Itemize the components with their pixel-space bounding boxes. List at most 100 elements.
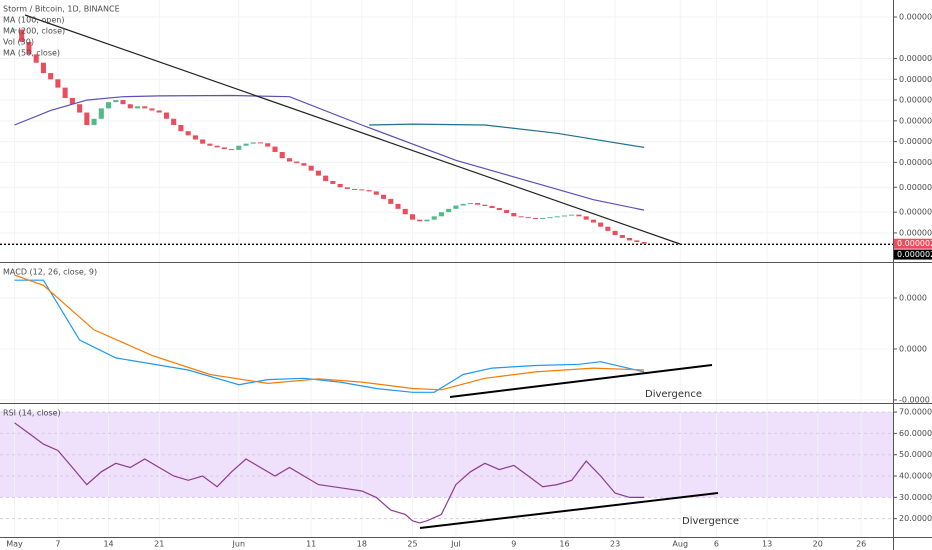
candle (409, 214, 416, 220)
candle (634, 240, 640, 243)
y-tick-label: 0.0000 (899, 344, 927, 353)
legend-entry: Vol (30) (3, 38, 34, 47)
price-marker-label: 0.00000204 (897, 239, 932, 248)
y-tick-label: 0.00000500 (899, 116, 932, 125)
candle (98, 108, 104, 119)
x-tick-label: 23 (610, 540, 620, 549)
candle (127, 104, 133, 109)
series-line (14, 422, 645, 524)
price-marker (894, 249, 932, 260)
candle (178, 124, 184, 132)
candle (11, 29, 18, 31)
candle (113, 100, 119, 103)
y-tick-label: 0.00000550 (899, 96, 932, 105)
candle (590, 219, 596, 223)
y-tick-label: 0.00000600 (899, 75, 932, 84)
candle (134, 106, 141, 109)
candle (330, 181, 336, 184)
candle (373, 191, 379, 195)
price-marker-label: 0.00000202 (897, 250, 932, 259)
candle (482, 204, 488, 206)
candle (417, 219, 423, 222)
series-line (14, 279, 645, 393)
x-tick-label: Jun (232, 540, 246, 549)
y-tick-label: 0.00000750 (899, 13, 932, 22)
candle (250, 142, 256, 144)
candle (475, 203, 481, 205)
candle (91, 118, 97, 125)
candle (163, 112, 169, 119)
candle (424, 219, 430, 222)
y-tick-label: 0.00000340 (899, 183, 932, 192)
candle (446, 208, 452, 213)
candle (265, 143, 271, 147)
y-tick-label: 40.0000 (899, 472, 932, 481)
candle (612, 230, 618, 236)
pane-title: MACD (12, 26, close, 9) (3, 268, 97, 277)
divergence-line (449, 364, 713, 398)
candle (598, 222, 604, 227)
y-tick-label: 0.00000230 (899, 228, 932, 237)
candle (554, 216, 560, 218)
candle (236, 145, 242, 150)
candle (467, 203, 473, 205)
candle (388, 198, 394, 204)
candle (337, 183, 343, 188)
candle (460, 203, 466, 206)
y-tick-label: 30.0000 (899, 493, 932, 502)
candle (229, 149, 235, 151)
candle (207, 143, 213, 146)
candle (26, 41, 32, 55)
legend-entry: MA (50, close) (3, 49, 60, 58)
x-tick-label: 18 (357, 540, 367, 549)
candle (308, 165, 314, 171)
candle (171, 118, 177, 125)
candle (504, 210, 510, 214)
y-tick-label: 0.00000400 (899, 158, 932, 167)
y-tick-label: 0.00000650 (899, 54, 932, 63)
candle (77, 104, 83, 113)
candle (381, 194, 387, 199)
candle (569, 214, 575, 216)
candle (69, 97, 75, 105)
candle (489, 205, 495, 209)
candle (540, 217, 546, 219)
series-line (14, 274, 645, 391)
candle (33, 54, 39, 63)
y-tick-label: 0.00000450 (899, 137, 932, 146)
price-marker (894, 238, 932, 249)
candle (48, 73, 54, 80)
candle (19, 29, 25, 42)
y-tick-label: 0.0000 (899, 294, 927, 303)
candle (221, 147, 227, 150)
y-tick-label: 70.0000 (899, 408, 932, 417)
candle (344, 187, 350, 189)
candle (120, 100, 126, 105)
x-tick-label: 14 (103, 540, 113, 549)
legend-entry: MA (100, open) (3, 16, 64, 25)
y-tick-label: 20.0000 (899, 514, 932, 523)
candle (627, 237, 633, 241)
legend-entry: MA (200, close) (3, 27, 65, 36)
trend-line (24, 14, 681, 245)
x-tick-label: 9 (511, 540, 516, 549)
candle (192, 135, 198, 140)
candle (40, 62, 46, 74)
x-tick-label: 20 (813, 540, 823, 549)
candle (286, 158, 292, 162)
y-tick-label: 50.0000 (899, 450, 932, 459)
x-tick-label: Jul (450, 540, 461, 549)
x-tick-label: 11 (306, 540, 316, 549)
candle (200, 139, 206, 144)
candle (366, 190, 372, 192)
candle (605, 226, 611, 231)
x-tick-label: Aug (672, 540, 688, 549)
y-tick-label: 0.00000280 (899, 208, 932, 217)
candle (279, 151, 285, 159)
candle (243, 143, 249, 146)
candle (156, 110, 162, 113)
candle (106, 102, 112, 109)
candle (149, 108, 155, 111)
x-tick-label: 6 (714, 540, 719, 549)
